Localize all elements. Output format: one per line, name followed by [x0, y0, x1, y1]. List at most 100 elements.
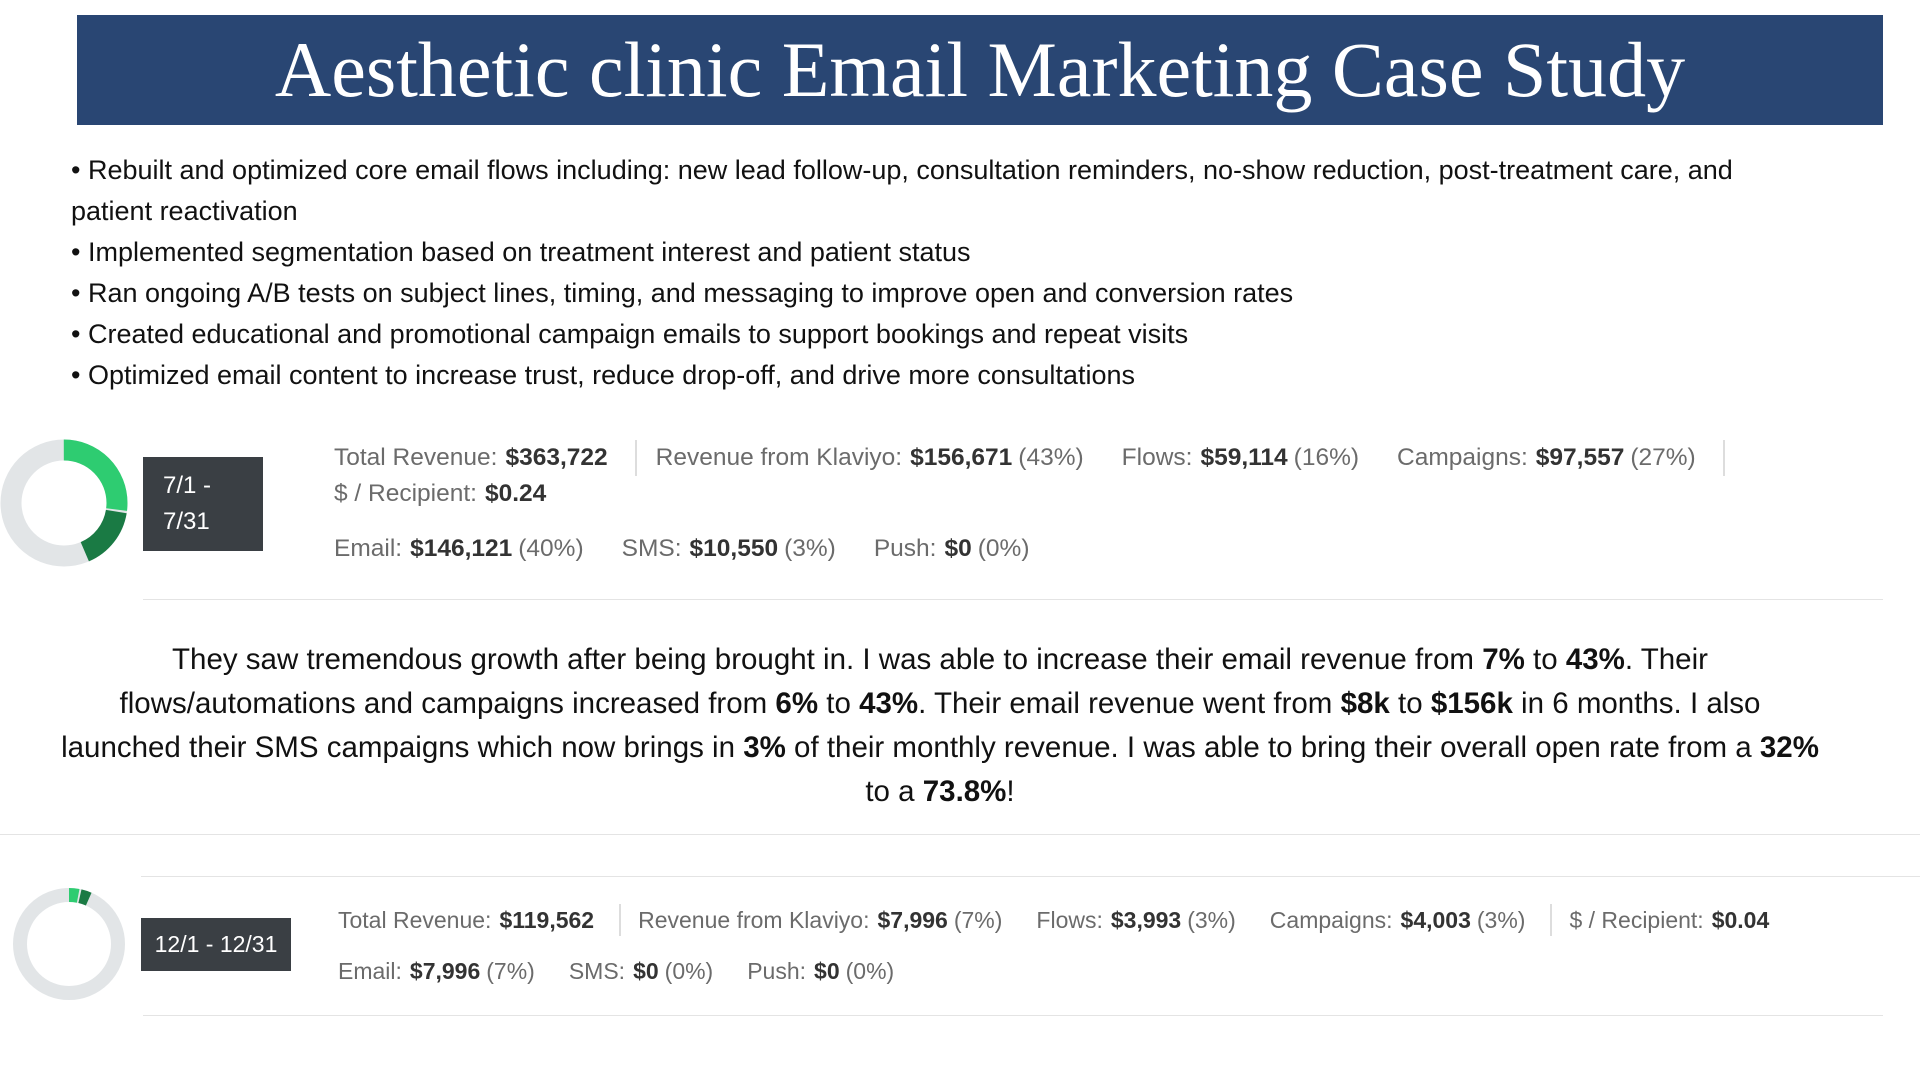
bullet: • Optimized email content to increase tr… — [71, 360, 1135, 390]
summary-run: $8k — [1340, 687, 1390, 720]
stat-percent: (40%) — [518, 535, 584, 562]
summary-run: to a — [865, 775, 923, 808]
stat: SMS: $0 (0%) — [569, 955, 713, 987]
donut-segment — [13, 888, 125, 1000]
bullet: • Ran ongoing A/B tests on subject lines… — [71, 278, 1294, 308]
stat-percent: (0%) — [977, 535, 1030, 562]
stat: Total Revenue: $119,562 — [338, 904, 622, 936]
stat-percent: (7%) — [486, 958, 535, 984]
stats-row: Email: $7,996 (7%) SMS: $0 (0%) Push: $0 (0%) — [338, 955, 928, 987]
stat-label: SMS: — [568, 958, 626, 984]
bullet: • Rebuilt and optimized core email flows… — [71, 155, 1733, 226]
title-banner: Aesthetic clinic Email Marketing Case St… — [77, 15, 1883, 125]
stat-value: $59,114 — [1200, 444, 1288, 471]
stat: SMS: $10,550 (3%) — [622, 531, 836, 567]
summary-run: of their monthly revenue. I was able to … — [785, 731, 1760, 764]
stat-value: $4,003 — [1400, 907, 1471, 933]
stat-value: $3,993 — [1110, 907, 1182, 933]
summary-run: 32% — [1759, 731, 1819, 764]
stat-value: $0 — [633, 958, 659, 984]
stat: Push: $0 (0%) — [874, 531, 1030, 567]
stats-row: Total Revenue: $363,722 Revenue from Klavi… — [334, 440, 1894, 512]
summary-run: to — [1389, 687, 1431, 720]
stat: $ / Recipient: $0.24 — [334, 476, 546, 512]
summary-run: in 6 months. I also launched their SMS c… — [61, 687, 1761, 764]
stat-value: $119,562 — [499, 907, 595, 933]
donut-track — [13, 888, 125, 1000]
stat-percent: (43%) — [1018, 444, 1084, 471]
stat-label: Revenue from Klaviyo: — [655, 444, 903, 471]
stat-value: $0 — [814, 958, 840, 984]
stat-label: Flows: — [1121, 444, 1193, 471]
stat-percent: (16%) — [1293, 444, 1360, 471]
date-range: 7/1 - 7/31 — [143, 457, 263, 551]
summary-run: 73.8% — [922, 775, 1007, 808]
stat: Flows: $59,114 (16%) — [1122, 440, 1359, 476]
stat-value: $7,996 — [409, 958, 481, 984]
summary-run: They saw tremendous growth after being b… — [172, 643, 1483, 676]
separator — [143, 1015, 1883, 1016]
stat-value: $0.24 — [485, 480, 547, 507]
stats-row: Email: $146,121 (40%) SMS: $10,550 (3%) Push: $… — [334, 531, 1067, 567]
date-range: 12/1 - 12/31 — [141, 918, 291, 971]
summary-run: 3% — [743, 731, 786, 764]
stat: Flows: $3,993 (3%) — [1036, 904, 1235, 936]
stat: Campaigns: $4,003 (3%) — [1270, 904, 1553, 936]
stat: Revenue from Klaviyo: $7,996 (7%) — [638, 904, 1002, 936]
stat-label: Total Revenue: — [338, 907, 492, 933]
bullet: • Created educational and promotional ca… — [71, 319, 1189, 349]
summary: They saw tremendous growth after being b… — [60, 638, 1820, 814]
stat-label: Push: — [873, 535, 937, 562]
bullet: • Implemented segmentation based on trea… — [71, 237, 971, 267]
stat-label: Email: — [338, 958, 402, 984]
stat-value: $0.04 — [1711, 907, 1770, 933]
stat-percent: (0%) — [845, 958, 895, 984]
stat-value: $0 — [944, 535, 972, 562]
stat-percent: (0%) — [664, 958, 714, 984]
stat-label: Campaigns: — [1269, 907, 1393, 933]
stat-value: $156,671 — [910, 444, 1013, 471]
separator — [0, 834, 1920, 835]
summary-run: . Their flows/automations and campaigns … — [119, 643, 1708, 720]
stats-row: Total Revenue: $119,562 Revenue from Klavi… — [338, 904, 1920, 936]
stat-value: $97,557 — [1535, 444, 1625, 471]
donut — [0, 439, 128, 567]
stat-percent: (3%) — [784, 535, 836, 562]
stat-label: Push: — [747, 958, 807, 984]
bullet-list: • Rebuilt and optimized core email flows… — [71, 150, 1771, 396]
summary-run: to — [1524, 643, 1566, 676]
stat: Email: $146,121 (40%) — [334, 531, 584, 567]
summary-run: to — [818, 687, 860, 720]
stat: Total Revenue: $363,722 — [334, 440, 637, 476]
stat-percent: (3%) — [1187, 907, 1236, 933]
stat: Push: $0 (0%) — [747, 955, 894, 987]
donut-segment — [0, 439, 128, 567]
stat-value: $7,996 — [877, 907, 948, 933]
stat-label: Campaigns: — [1397, 444, 1528, 471]
stat-label: $ / Recipient: — [334, 480, 477, 507]
stat-percent: (27%) — [1630, 444, 1696, 471]
summary-run: . Their email revenue went from — [918, 687, 1341, 720]
stat-label: SMS: — [621, 535, 682, 562]
summary-run: 43% — [1565, 643, 1625, 676]
summary-run: 43% — [859, 687, 919, 720]
stat-value: $363,722 — [505, 444, 608, 471]
stat-label: Email: — [334, 535, 403, 562]
stat-label: $ / Recipient: — [1569, 907, 1704, 933]
stat: Email: $7,996 (7%) — [338, 955, 535, 987]
summary-run: ! — [1006, 775, 1015, 808]
stat-label: Flows: — [1036, 907, 1103, 933]
stat: $ / Recipient: $0.04 — [1569, 904, 1769, 936]
stat: Revenue from Klaviyo: $156,671 (43%) — [656, 440, 1084, 476]
stat-label: Revenue from Klaviyo: — [638, 907, 870, 933]
stat-label: Total Revenue: — [334, 444, 498, 471]
donut — [13, 888, 125, 1000]
separator — [141, 876, 1920, 877]
stat-value: $10,550 — [689, 535, 779, 562]
separator — [143, 599, 1883, 600]
stat-percent: (3%) — [1476, 907, 1526, 933]
stat-percent: (7%) — [953, 907, 1003, 933]
summary-run: $156k — [1430, 687, 1513, 720]
stat: Campaigns: $97,557 (27%) — [1397, 440, 1725, 476]
